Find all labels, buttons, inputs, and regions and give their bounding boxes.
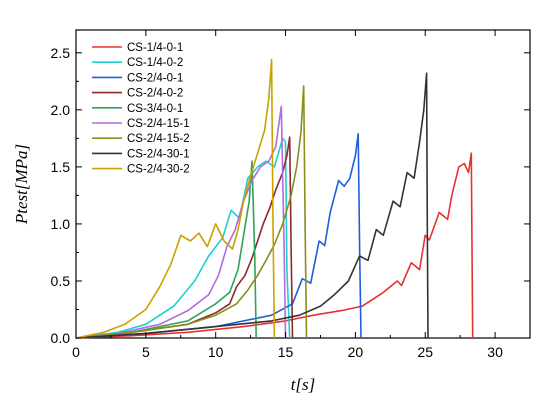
y-tick-label: 1.0	[51, 216, 71, 232]
series-line-2	[75, 137, 291, 339]
series-line-5	[75, 160, 257, 339]
x-tick-label: 30	[487, 344, 503, 360]
y-tick-label: 1.5	[51, 159, 71, 175]
series-line-4	[75, 136, 294, 339]
legend-label-8: CS-2/4-30-1	[127, 148, 190, 160]
legend-label-7: CS-2/4-15-2	[127, 133, 190, 145]
x-tick-label: 5	[142, 344, 150, 360]
series-line-1	[75, 152, 474, 339]
series-line-3	[75, 133, 362, 339]
plot-frame	[75, 29, 531, 339]
legend-label-9: CS-2/4-30-2	[127, 164, 190, 176]
y-tick-label: 0.5	[51, 273, 71, 289]
y-tick-label: 2.5	[51, 45, 71, 61]
x-tick-label: 0	[72, 344, 80, 360]
legend-label-5: CS-3/4-0-1	[127, 103, 183, 115]
x-tick-label: 20	[348, 344, 364, 360]
x-tick-label: 25	[417, 344, 433, 360]
y-tick-label: 0.0	[51, 330, 71, 346]
y-axis-title: Ptest[MPa]	[12, 144, 31, 225]
series-line-7	[75, 85, 308, 339]
legend-label-4: CS-2/4-0-2	[127, 88, 183, 100]
legend-label-3: CS-2/4-0-1	[127, 72, 183, 84]
legend-label-2: CS-1/4-0-2	[127, 57, 183, 69]
series-line-6	[75, 105, 287, 339]
x-tick-label: 10	[208, 344, 224, 360]
series-line-9	[75, 58, 276, 339]
legend-label-6: CS-2/4-15-1	[127, 118, 190, 130]
legend-label-1: CS-1/4-0-1	[127, 42, 183, 54]
series-line-8	[75, 72, 429, 339]
y-tick-label: 2.0	[51, 102, 71, 118]
x-axis-title: t[s]	[291, 375, 316, 394]
x-tick-label: 15	[278, 344, 294, 360]
